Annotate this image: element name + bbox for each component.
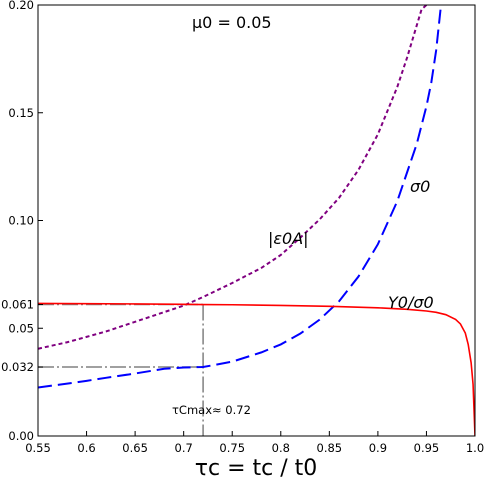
y-tick-label: 0.00 xyxy=(8,429,34,443)
y-tick-label: 0.061 xyxy=(1,298,34,312)
x-tick-label: 0.55 xyxy=(25,441,51,455)
series-line-0 xyxy=(38,5,428,350)
x-tick-label: 0.8 xyxy=(272,441,290,455)
y-tick-label: 0.032 xyxy=(1,360,34,374)
x-axis: 0.55 0.6 0.65 0.7 0.75 0.8 0.85 0.9 0.95 1.0 xyxy=(25,431,484,455)
x-tick-label: 0.6 xyxy=(77,441,95,455)
y-axis: 0.00 0.032 0.05 0.061 0.10 0.15 0.20 xyxy=(1,0,43,443)
series-layer xyxy=(38,5,475,436)
y-tick-label: 0.05 xyxy=(8,321,34,335)
x-tick-label: 0.95 xyxy=(414,441,440,455)
series-label-y-sigma: Y0/σ0 xyxy=(388,293,434,312)
x-axis-label: τc = tc / t0 xyxy=(195,456,318,481)
x-tick-label: 0.9 xyxy=(369,441,387,455)
plot-background xyxy=(38,5,475,436)
x-tick-label: 0.65 xyxy=(122,441,148,455)
x-tick-label: 0.85 xyxy=(317,441,343,455)
x-tick-label: 0.7 xyxy=(175,441,193,455)
mu-annotation: μ0 = 0.05 xyxy=(192,13,272,32)
tau-max-annotation: τCmax≈ 0.72 xyxy=(172,403,251,417)
series-label-epsilon: |ε0A| xyxy=(268,229,309,248)
x-tick-label: 1.0 xyxy=(466,441,484,455)
y-tick-label: 0.15 xyxy=(8,106,34,120)
series-label-sigma: σ0 xyxy=(410,177,430,196)
y-tick-label: 0.20 xyxy=(8,0,34,12)
y-tick-label: 0.10 xyxy=(8,214,34,228)
x-tick-label: 0.75 xyxy=(219,441,245,455)
series-line-2 xyxy=(38,302,475,436)
series-line-1 xyxy=(38,5,443,389)
